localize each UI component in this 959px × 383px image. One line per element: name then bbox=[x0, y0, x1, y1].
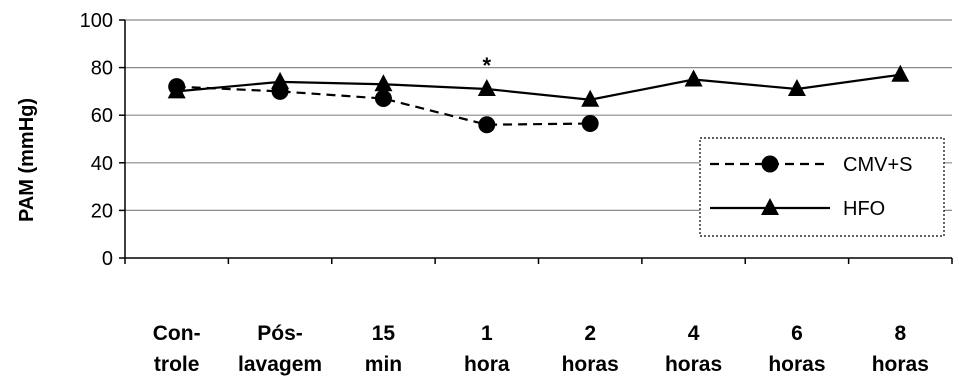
hfo-point bbox=[787, 79, 806, 97]
hfo-point bbox=[477, 79, 496, 97]
x-tick-label: 15 min bbox=[365, 322, 402, 376]
series-hfo bbox=[167, 64, 910, 107]
legend: CMV+S HFO bbox=[699, 137, 945, 237]
axes bbox=[124, 20, 953, 264]
hfo-point bbox=[684, 69, 703, 87]
hfo-point bbox=[167, 81, 186, 99]
legend-label-cmv-s: CMV+S bbox=[843, 154, 912, 176]
y-axis-title: PAM (mmHg) bbox=[16, 98, 38, 222]
y-tick-label: 100 bbox=[80, 10, 113, 32]
y-axis-ticks: 0 20 40 60 80 100 bbox=[80, 10, 125, 270]
x-tick-label: 6 horas bbox=[768, 322, 825, 376]
cmv-s-point bbox=[581, 115, 599, 133]
series-line-cmv-s bbox=[176, 85, 591, 126]
legend-hfo-point bbox=[761, 198, 779, 215]
x-tick-label: 2 horas bbox=[562, 322, 619, 376]
x-tick-label: 8 horas bbox=[872, 322, 929, 376]
legend-cmv-s-point bbox=[761, 155, 779, 173]
cmv-s-point bbox=[374, 90, 392, 108]
hfo-point bbox=[374, 74, 393, 92]
hfo-point bbox=[271, 71, 290, 89]
x-tick-label: Con-trole bbox=[153, 322, 201, 376]
cmv-s-point bbox=[478, 116, 496, 134]
hfo-point bbox=[581, 89, 600, 107]
legend-label-hfo: HFO bbox=[843, 198, 885, 220]
annotations: * bbox=[483, 53, 492, 78]
x-tick-label: Pós-lavagem bbox=[238, 322, 322, 376]
x-tick-label: 1 hora bbox=[464, 322, 510, 376]
significance-asterisk: * bbox=[483, 53, 492, 78]
hfo-point bbox=[891, 64, 910, 82]
x-tick-label: 4 horas bbox=[665, 322, 722, 376]
y-tick-label: 80 bbox=[91, 58, 113, 80]
y-tick-label: 20 bbox=[91, 200, 113, 222]
series bbox=[167, 64, 910, 134]
y-tick-label: 0 bbox=[102, 248, 113, 270]
legend-box bbox=[699, 137, 945, 237]
series-line-hfo bbox=[176, 73, 901, 101]
y-tick-label: 40 bbox=[91, 153, 113, 175]
x-axis-labels: Con-trole Pós-lavagem 15 min 1 hora 2 horas 4 hor… bbox=[153, 322, 929, 376]
y-tick-label: 60 bbox=[91, 105, 113, 127]
